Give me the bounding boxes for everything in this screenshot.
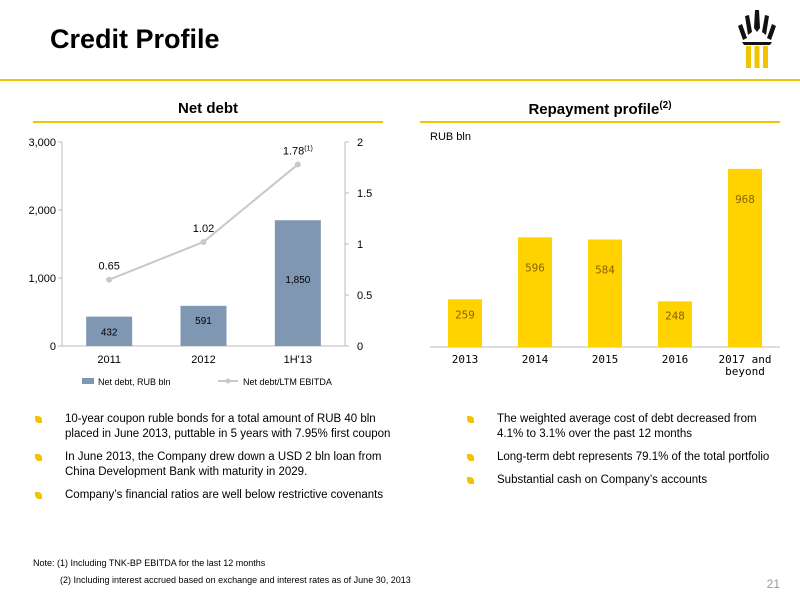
ratio-point — [294, 161, 301, 168]
right-y-tick-label: 1 — [357, 239, 363, 251]
left-y-tick-label: 1,000 — [28, 273, 56, 285]
net-debt-bar — [86, 316, 133, 346]
right-bullet: The weighted average cost of debt decrea… — [465, 412, 785, 442]
right-y-tick-label: 1.5 — [357, 188, 372, 200]
left-bullet: In June 2013, the Company drew down a US… — [33, 450, 393, 480]
net-debt-bar — [180, 305, 227, 346]
page-title: Credit Profile — [50, 24, 220, 54]
left-y-tick-label: 0 — [50, 341, 56, 353]
repayment-heading-footnote: (2) — [659, 100, 672, 111]
right-bullet: Substantial cash on Company’s accounts — [465, 473, 785, 488]
bullet-icon — [467, 477, 474, 484]
left-y-tick-label: 2,000 — [28, 205, 56, 217]
footnote-1: Note: (1) Including TNK-BP EBITDA for th… — [33, 558, 266, 568]
ratio-point-footnote: (1) — [304, 145, 313, 152]
page-number: 21 — [766, 577, 780, 591]
repayment-bar — [518, 237, 552, 347]
left-y-tick-label: 3,000 — [28, 137, 56, 149]
repayment-category-label: 2014 — [522, 353, 549, 366]
repayment-category-label: beyond — [725, 365, 765, 378]
ratio-point-label: 1.78(1) — [283, 145, 313, 157]
repayment-bar — [728, 168, 762, 347]
ratio-point — [200, 238, 207, 245]
bullet-icon — [35, 492, 42, 499]
ratio-point — [106, 276, 113, 283]
net-debt-bar — [274, 220, 321, 346]
right-bullet-list: The weighted average cost of debt decrea… — [465, 412, 785, 496]
repayment-bar — [588, 239, 622, 347]
repayment-category-label: 2015 — [592, 353, 619, 366]
repayment-heading-text: Repayment profile — [528, 101, 660, 118]
net-debt-bar-label: 591 — [195, 316, 212, 327]
net-debt-category-label: 1H'13 — [284, 354, 312, 366]
left-bullet-list: 10-year coupon ruble bonds for a total a… — [33, 412, 393, 511]
bullet-icon — [467, 454, 474, 461]
bullet-text: The weighted average cost of debt decrea… — [497, 413, 757, 440]
repayment-bar-label: 968 — [735, 193, 755, 206]
right-y-tick-label: 2 — [357, 137, 363, 149]
bullet-text: 10-year coupon ruble bonds for a total a… — [65, 413, 391, 440]
bullet-text: Long-term debt represents 79.1% of the t… — [497, 451, 770, 463]
bullet-text: Substantial cash on Company’s accounts — [497, 474, 708, 486]
net-debt-heading: Net debt — [178, 100, 238, 117]
net-debt-bar-label: 1,850 — [285, 275, 310, 286]
company-logo — [733, 8, 781, 70]
repayment-bar — [658, 301, 692, 347]
net-debt-category-label: 2012 — [191, 354, 215, 366]
bullet-icon — [35, 416, 42, 423]
repayment-bar-label: 584 — [595, 264, 615, 277]
repayment-bar-label: 596 — [525, 261, 545, 274]
legend-line-marker — [225, 378, 231, 384]
bullet-icon — [467, 416, 474, 423]
net-debt-heading-rule — [33, 121, 383, 123]
right-y-tick-label: 0 — [357, 341, 363, 353]
ratio-point-label: 0.65 — [98, 261, 119, 273]
repayment-heading: Repayment profile(2) — [420, 100, 780, 118]
repayment-category-label: 2013 — [452, 353, 479, 366]
right-bullet: Long-term debt represents 79.1% of the t… — [465, 450, 785, 465]
bullet-text: In June 2013, the Company drew down a US… — [65, 451, 382, 478]
legend-line-label: Net debt/LTM EBITDA — [243, 377, 332, 387]
net-debt-bar-label: 432 — [101, 327, 118, 338]
repayment-category-label: 2016 — [662, 353, 689, 366]
left-bullet: Company’s financial ratios are well belo… — [33, 488, 393, 503]
footnotes: Note: (1) Including TNK-BP EBITDA for th… — [33, 555, 411, 589]
ratio-point-label: 1.02 — [193, 223, 214, 235]
repayment-unit-label: RUB bln — [430, 131, 471, 143]
net-debt-category-label: 2011 — [97, 354, 121, 366]
right-y-tick-label: 0.5 — [357, 290, 372, 302]
legend-bar-label: Net debt, RUB bln — [98, 377, 171, 387]
repayment-bar — [448, 299, 482, 347]
footnote-2: (2) Including interest accrued based on … — [60, 575, 411, 585]
repayment-bar-label: 259 — [455, 308, 475, 321]
repayment-bar-label: 248 — [665, 310, 685, 323]
bullet-icon — [35, 454, 42, 461]
title-rule — [0, 79, 800, 81]
repayment-heading-rule — [420, 121, 780, 123]
bullet-text: Company’s financial ratios are well belo… — [65, 489, 384, 501]
repayment-category-label: 2017 and — [719, 353, 772, 366]
left-bullet: 10-year coupon ruble bonds for a total a… — [33, 412, 393, 442]
legend-bar-swatch — [82, 378, 94, 384]
